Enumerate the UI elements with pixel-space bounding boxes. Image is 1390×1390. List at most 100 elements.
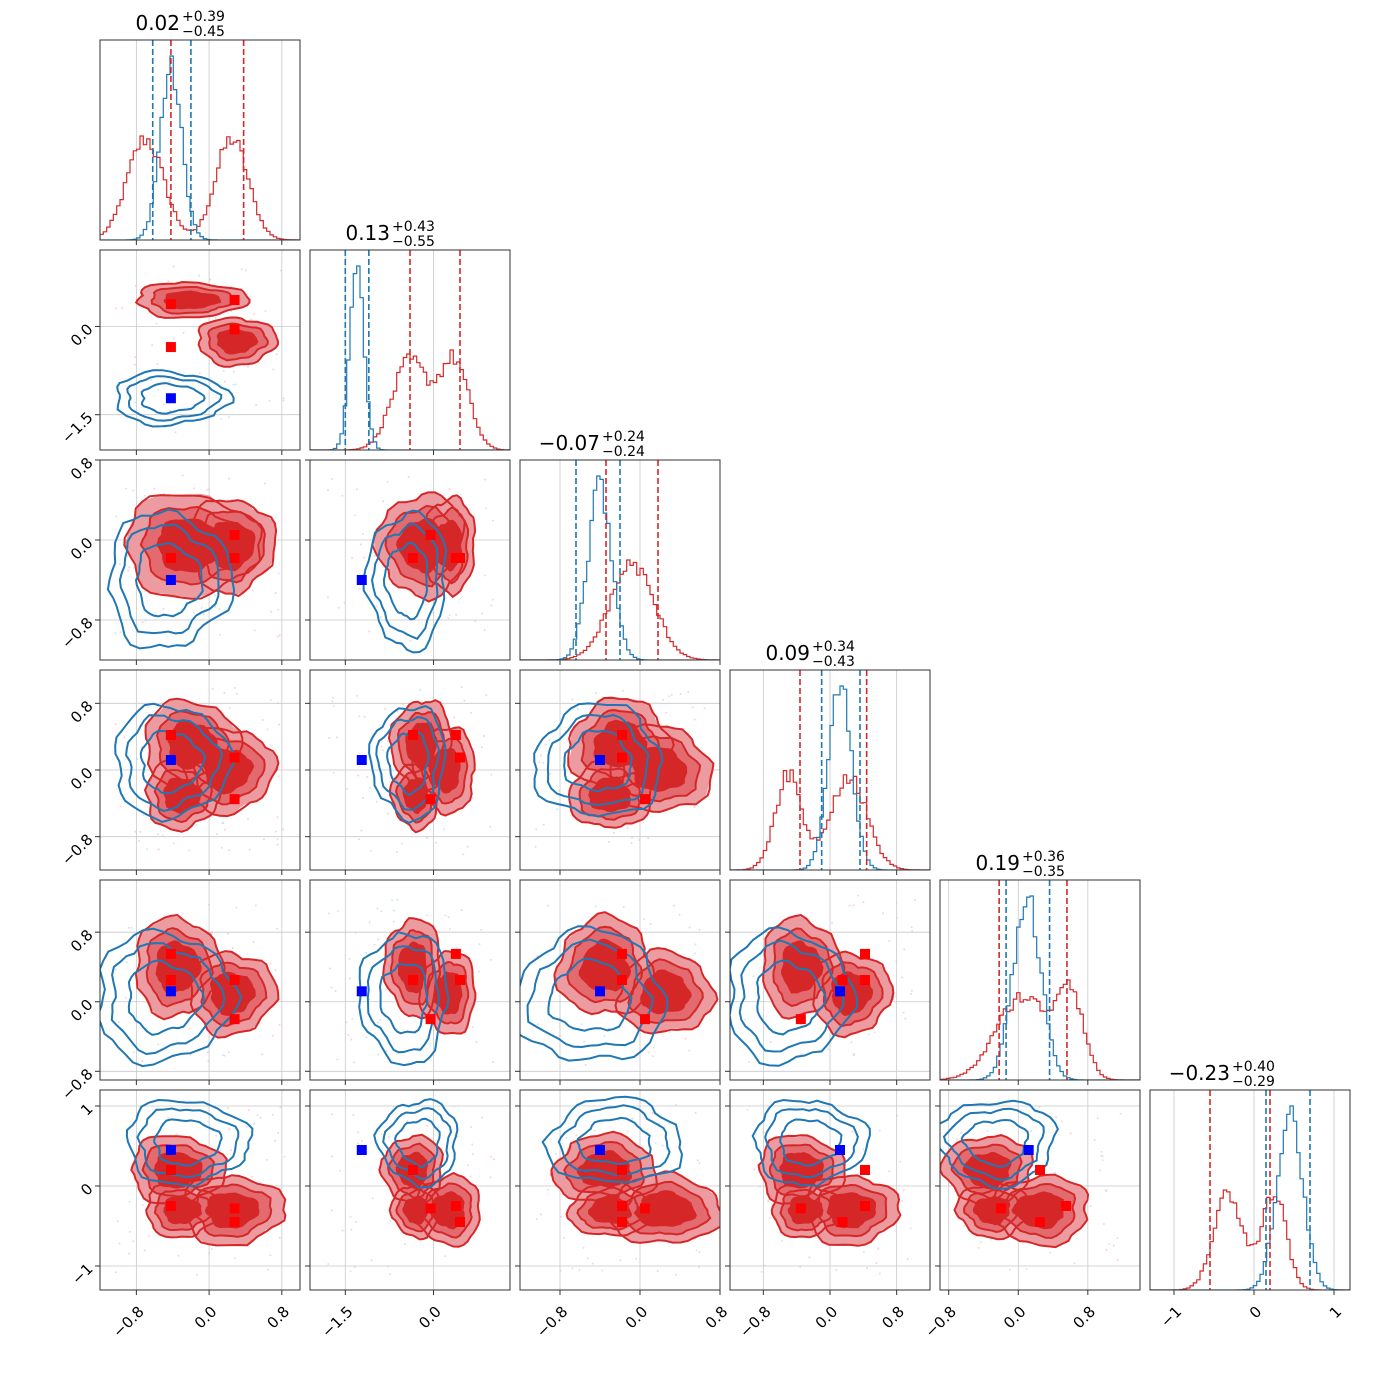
- contour-line-a: [962, 1189, 1019, 1234]
- scatter-point: [910, 989, 913, 992]
- scatter-point: [357, 774, 360, 777]
- scatter-point: [167, 280, 170, 283]
- contour-line-a: [411, 726, 476, 817]
- contour-line-a: [550, 1130, 658, 1205]
- contour-line-a: [566, 925, 644, 1004]
- scatter-point: [377, 1021, 380, 1024]
- density-panel: [106, 474, 281, 650]
- x-tick-label: −0.8: [922, 1303, 960, 1341]
- scatter-point: [1099, 1169, 1101, 1172]
- scatter-point: [698, 1161, 701, 1164]
- scatter-point: [208, 1252, 211, 1255]
- truth-marker-a: [640, 794, 650, 805]
- scatter-point: [227, 1051, 230, 1054]
- scatter-point: [175, 1133, 178, 1136]
- contour-line-b: [382, 541, 429, 621]
- scatter-point: [278, 634, 281, 637]
- scatter-point: [460, 686, 463, 689]
- panel-title-value: 0.09: [765, 641, 810, 665]
- panel-frame: [99, 459, 301, 661]
- contour-line-a: [180, 1174, 287, 1247]
- scatter-point: [669, 1031, 671, 1034]
- scatter-point: [1119, 1112, 1122, 1115]
- scatter-point: [133, 363, 136, 366]
- scatter-point: [767, 1200, 770, 1203]
- scatter-point: [665, 724, 668, 727]
- scatter-point: [654, 1142, 657, 1144]
- scatter-point: [228, 1128, 231, 1131]
- scatter-point: [536, 954, 539, 957]
- contour-line-b: [960, 1118, 1030, 1168]
- scatter-point: [224, 380, 226, 383]
- contour-line-b: [136, 1107, 240, 1179]
- scatter-point: [268, 399, 271, 402]
- scatter-point: [118, 563, 121, 566]
- truth-marker-a: [455, 975, 465, 985]
- scatter-point: [234, 686, 236, 689]
- scatter-point: [144, 619, 147, 622]
- scatter-point: [207, 903, 210, 906]
- contour-line-b: [576, 1116, 652, 1166]
- scatter-point: [490, 604, 493, 607]
- scatter-point: [211, 687, 214, 690]
- scatter-point: [432, 611, 435, 614]
- contour-line-b: [368, 705, 447, 824]
- scatter-point: [384, 988, 387, 991]
- scatter-point: [326, 596, 329, 599]
- scatter-point: [114, 1271, 117, 1274]
- panel-title-value: 0.13: [345, 221, 390, 245]
- scatter-point: [910, 926, 913, 929]
- scatter-point: [332, 771, 335, 774]
- scatter-point: [269, 962, 272, 965]
- scatter-point: [489, 1176, 492, 1179]
- scatter-point: [262, 838, 265, 841]
- scatter-point: [902, 1189, 905, 1192]
- truth-marker-a: [455, 553, 465, 563]
- scatter-point: [219, 633, 222, 636]
- truth-marker-a: [229, 553, 240, 563]
- scatter-point: [127, 926, 130, 929]
- scatter-point: [559, 1216, 562, 1218]
- scatter-point: [231, 946, 234, 949]
- x-tick-label: −0.8: [109, 1303, 147, 1341]
- scatter-point: [1112, 1244, 1115, 1247]
- truth-marker-a: [407, 730, 418, 740]
- scatter-point: [362, 533, 365, 535]
- scatter-point: [232, 370, 235, 373]
- scatter-point: [492, 1061, 495, 1064]
- scatter-point: [453, 716, 456, 719]
- x-tick-label: 0.0: [622, 1303, 652, 1333]
- contour-line-b: [563, 729, 634, 793]
- scatter-point: [391, 899, 394, 902]
- scatter-point: [471, 1026, 474, 1029]
- contour-line-a: [768, 1143, 835, 1198]
- scatter-point: [124, 996, 127, 999]
- scatter-point: [220, 846, 223, 849]
- truth-marker-b: [835, 1145, 845, 1155]
- scatter-point: [471, 1153, 474, 1156]
- histogram-a: [310, 349, 510, 450]
- x-tick-label: 0.0: [812, 1303, 842, 1333]
- x-tick-label: −0.8: [533, 1303, 571, 1341]
- scatter-point: [215, 1134, 218, 1137]
- scatter-point: [163, 492, 165, 495]
- contour-line-a: [627, 958, 704, 1024]
- scatter-point: [351, 557, 354, 560]
- scatter-point: [878, 1129, 881, 1132]
- scatter-point: [227, 416, 230, 419]
- scatter-point: [753, 1168, 756, 1171]
- x-tick-label: 0.0: [1000, 1303, 1030, 1333]
- contour-line-a: [410, 1171, 481, 1248]
- scatter-point: [594, 905, 597, 908]
- scatter-point: [1100, 1150, 1103, 1153]
- scatter-point: [703, 707, 706, 710]
- scatter-point: [668, 1122, 671, 1125]
- contour-line-b: [118, 523, 220, 635]
- scatter-point: [1060, 1120, 1063, 1123]
- scatter-point: [198, 372, 201, 375]
- scatter-point: [989, 1238, 992, 1241]
- scatter-point: [386, 480, 389, 483]
- scatter-point: [631, 837, 634, 839]
- y-tick-label: 0.8: [67, 454, 97, 484]
- scatter-point: [379, 616, 382, 619]
